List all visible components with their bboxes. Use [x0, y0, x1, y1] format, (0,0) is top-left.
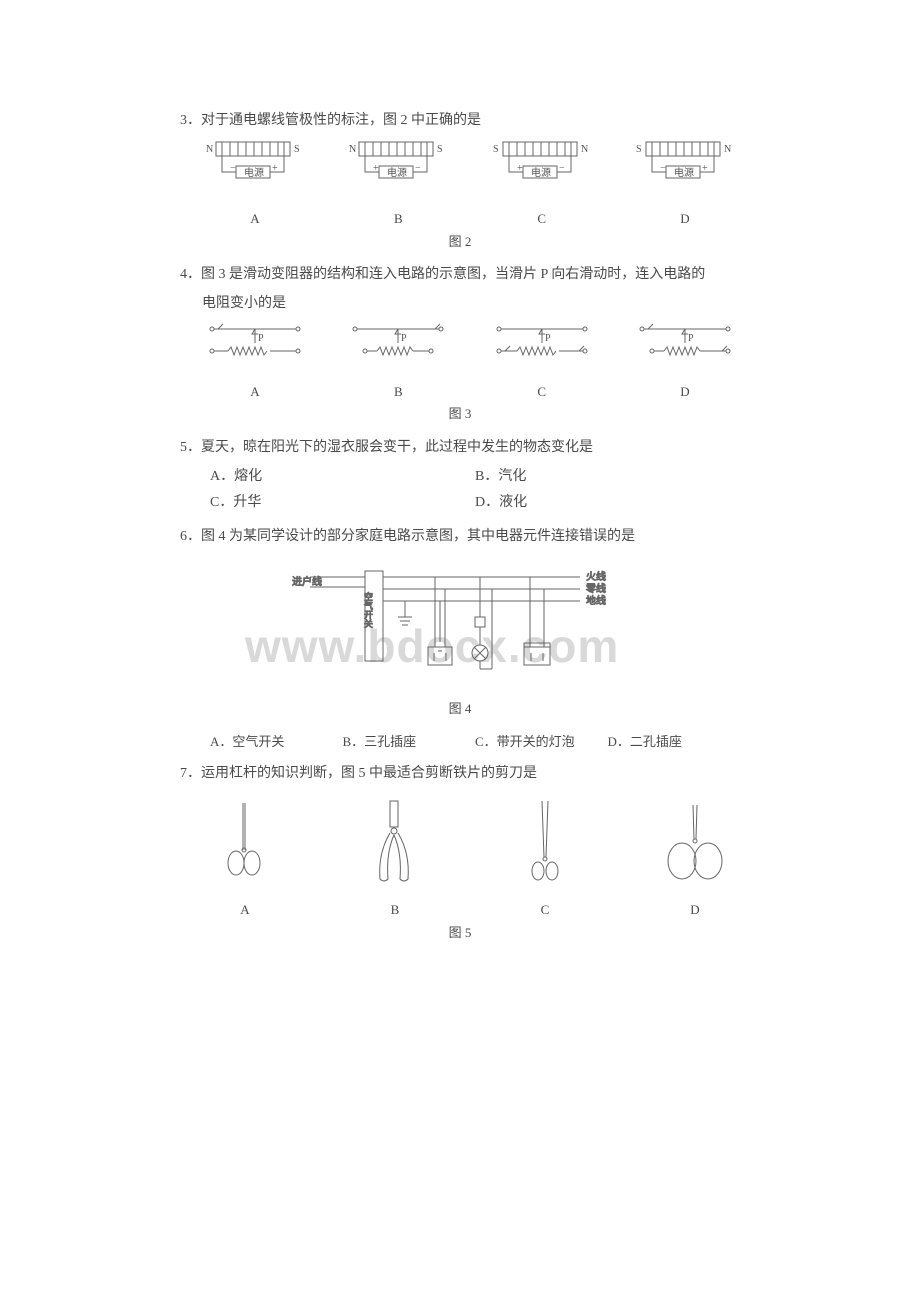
q3-a-src: 电源: [244, 166, 264, 179]
q7-fig-b: B: [350, 795, 440, 921]
q5-row1: A．熔化 B．汽化: [210, 466, 740, 488]
q6-options: A．空气开关 B．三孔插座 C．带开关的灯泡 D．二孔插座: [210, 732, 740, 753]
q7-caption: 图 5: [180, 923, 740, 944]
q7-num: 7．: [180, 766, 201, 781]
q4-fig-c: P C: [487, 321, 597, 402]
svg-text:零线: 零线: [586, 582, 606, 595]
q4-text1: 图 3 是滑动变阻器的结构和连入电路的示意图，当滑片 P 向右滑动时，连入电路的: [201, 267, 705, 282]
q3-fig-c: S N 电源 + − C: [487, 138, 597, 229]
q5-opt-b: B．汽化: [475, 466, 740, 488]
q5-text: 夏天，晾在阳光下的湿衣服会变干，此过程中发生的物态变化是: [201, 440, 593, 455]
svg-text:−: −: [415, 163, 421, 174]
q6-num: 6．: [180, 529, 201, 544]
svg-text:+: +: [517, 163, 523, 174]
q4-fig-d: P D: [630, 321, 740, 402]
q3-fig-a: N S 电源 − + A: [200, 138, 310, 229]
svg-text:进户线: 进户线: [292, 575, 322, 588]
q6-stem: 6．图 4 为某同学设计的部分家庭电路示意图，其中电器元件连接错误的是: [180, 526, 740, 548]
svg-text:S: S: [493, 144, 499, 155]
q5-num: 5．: [180, 440, 201, 455]
q4-fig-b: P B: [343, 321, 453, 402]
q3-a-pol-r: +: [272, 163, 278, 174]
q4-caption: 图 3: [180, 404, 740, 425]
svg-text:N: N: [581, 144, 588, 155]
svg-text:电源: 电源: [674, 166, 694, 179]
q3-a-pol-l: −: [230, 163, 236, 174]
q4-text2: 电阻变小的是: [202, 293, 740, 315]
q5-row2: C．升华 D．液化: [210, 492, 740, 514]
q7-fig-d: D: [650, 795, 740, 921]
q3-a-left: N: [206, 144, 213, 155]
q6-opt-d: D．二孔插座: [608, 732, 741, 753]
q5-stem: 5．夏天，晾在阳光下的湿衣服会变干，此过程中发生的物态变化是: [180, 437, 740, 459]
svg-text:S: S: [636, 144, 642, 155]
svg-text:P: P: [258, 333, 264, 344]
q4-num: 4．: [180, 267, 201, 282]
svg-text:火线: 火线: [586, 570, 606, 583]
svg-text:−: −: [660, 163, 666, 174]
q3-fig-d: S N 电源 − + D: [630, 138, 740, 229]
q3-caption: 图 2: [180, 232, 740, 253]
svg-text:N: N: [349, 144, 356, 155]
q7-figures: A B: [200, 795, 740, 921]
q6-text: 图 4 为某同学设计的部分家庭电路示意图，其中电器元件连接错误的是: [201, 529, 635, 544]
svg-text:P: P: [688, 333, 694, 344]
q5-opt-a: A．熔化: [210, 466, 475, 488]
q7-stem: 7．运用杠杆的知识判断，图 5 中最适合剪断铁片的剪刀是: [180, 763, 740, 785]
q3-figures: N S 电源 − + A N: [200, 138, 740, 229]
q3-stem: 3．对于通电螺线管极性的标注，图 2 中正确的是: [180, 110, 740, 132]
q6-opt-b: B．三孔插座: [343, 732, 476, 753]
svg-text:P: P: [545, 333, 551, 344]
q3-fig-b: N S 电源 + − B: [343, 138, 453, 229]
svg-text:N: N: [724, 144, 731, 155]
svg-text:−: −: [559, 163, 565, 174]
svg-text:地线: 地线: [586, 594, 606, 607]
q7-text: 运用杠杆的知识判断，图 5 中最适合剪断铁片的剪刀是: [201, 766, 537, 781]
svg-text:空气开关: 空气开关: [363, 591, 373, 629]
svg-text:电源: 电源: [531, 166, 551, 179]
svg-text:+: +: [702, 163, 708, 174]
q7-fig-c: C: [500, 795, 590, 921]
q5-opt-c: C．升华: [210, 492, 475, 514]
q6-opt-a: A．空气开关: [210, 732, 343, 753]
q7-fig-a: A: [200, 795, 290, 921]
q3-text: 对于通电螺线管极性的标注，图 2 中正确的是: [201, 113, 481, 128]
q6-opt-c: C．带开关的灯泡: [475, 732, 608, 753]
svg-text:+: +: [373, 163, 379, 174]
q4-fig-a: P A: [200, 321, 310, 402]
q3-a-opt: A: [200, 209, 310, 230]
svg-text:P: P: [401, 333, 407, 344]
svg-text:电源: 电源: [387, 166, 407, 179]
q6-figure: 进户线 空气开关 火线 零线 地线: [180, 557, 740, 695]
svg-text:S: S: [437, 144, 443, 155]
q3-a-right: S: [294, 144, 300, 155]
q4-stem: 4．图 3 是滑动变阻器的结构和连入电路的示意图，当滑片 P 向右滑动时，连入电…: [180, 264, 740, 286]
q6-caption: 图 4: [180, 699, 740, 720]
q5-opt-d: D．液化: [475, 492, 740, 514]
q3-num: 3．: [180, 113, 201, 128]
q4-figures: P A P B: [200, 321, 740, 402]
